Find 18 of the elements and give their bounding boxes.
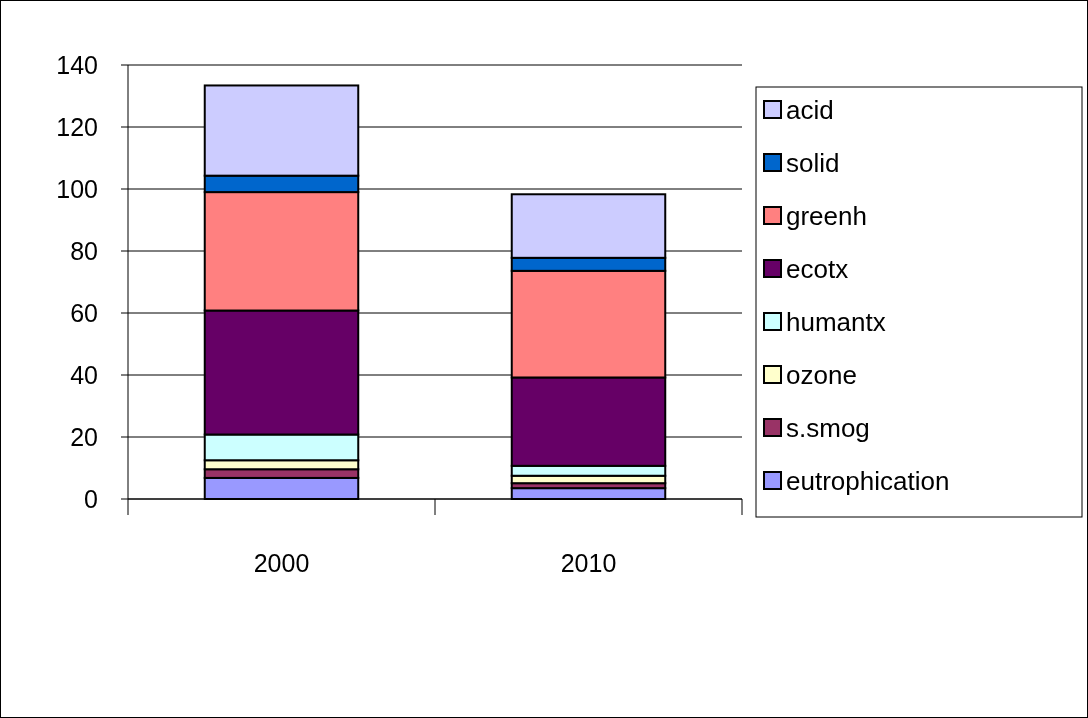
y-tick-label: 0 bbox=[84, 484, 98, 513]
y-tick-label: 60 bbox=[70, 298, 98, 327]
y-tick-label: 100 bbox=[56, 174, 98, 203]
y-tick-label: 120 bbox=[56, 112, 98, 141]
legend-label: ozone bbox=[786, 360, 857, 391]
y-tick-label: 140 bbox=[56, 50, 98, 79]
legend-label: solid bbox=[786, 148, 840, 179]
legend-label: ecotx bbox=[786, 254, 849, 285]
legend-label: s.smog bbox=[786, 413, 870, 444]
legend-label: humantx bbox=[786, 307, 886, 338]
y-tick-label: 20 bbox=[70, 422, 98, 451]
x-tick-label: 2000 bbox=[253, 549, 310, 577]
x-tick-label: 2010 bbox=[560, 549, 617, 577]
legend-label: greenh bbox=[786, 201, 867, 232]
legend-label: acid bbox=[786, 95, 834, 126]
y-tick-label: 40 bbox=[70, 360, 98, 389]
y-tick-label: 80 bbox=[70, 236, 98, 265]
legend-label: eutrophication bbox=[786, 466, 950, 497]
